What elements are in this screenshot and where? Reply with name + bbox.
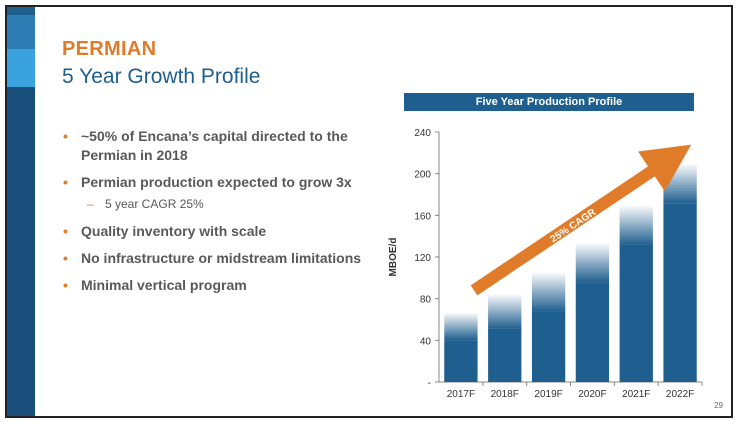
bullet-list: • ~50% of Encana’s capital directed to th…	[55, 127, 375, 303]
sub-bullet-item: –5 year CAGR 25%	[55, 196, 375, 212]
bar	[488, 293, 522, 382]
bullet-text: Quality inventory with scale	[81, 223, 267, 239]
bar-body	[531, 311, 566, 382]
bar-top-fade	[619, 204, 653, 245]
slide-subtitle: 5 Year Growth Profile	[62, 65, 261, 88]
bullet-dot-icon: •	[63, 174, 68, 190]
left-accent-segment-light	[7, 49, 35, 87]
bullet-text: ~50% of Encana’s capital directed to the…	[81, 128, 348, 163]
bar-body	[444, 340, 478, 382]
bullet-item: • Minimal vertical program	[55, 276, 375, 295]
bullet-item: • ~50% of Encana’s capital directed to th…	[55, 127, 375, 165]
bar-body	[619, 244, 653, 382]
y-tick-label: 120	[414, 253, 431, 264]
y-tick-label: 80	[420, 295, 432, 306]
bar-top-fade	[488, 293, 522, 329]
y-tick-label: 40	[420, 336, 432, 347]
x-tick-label: 2017F	[447, 389, 475, 400]
bullet-dot-icon: •	[63, 277, 68, 293]
bar-top-fade	[531, 271, 566, 312]
bar-body	[488, 328, 522, 382]
left-accent-segment-dark	[7, 87, 35, 416]
bullet-item: • Permian production expected to grow 3x	[55, 173, 375, 192]
bullet-item: • Quality inventory with scale	[55, 222, 375, 241]
bullet-text: No infrastructure or midstream limitatio…	[81, 250, 362, 266]
x-tick-label: 2018F	[491, 389, 519, 400]
bar-top-fade	[444, 312, 478, 341]
bar	[619, 204, 653, 382]
bar-body	[575, 282, 610, 382]
chart-title: Five Year Production Profile	[404, 93, 694, 111]
x-tick-label: 2021F	[622, 389, 650, 400]
left-accent-segment	[7, 15, 35, 49]
bullet-dot-icon: •	[63, 250, 68, 266]
x-tick-label: 2022F	[666, 389, 694, 400]
slide-title: PERMIAN	[62, 38, 157, 60]
page-number: 29	[714, 401, 723, 410]
y-tick-label: -	[428, 378, 431, 389]
production-bar-chart: - 40 80 120 160 200 240 MBOE/d 2017F 2018F 2019F 20…	[388, 128, 703, 400]
x-tick-label: 2019F	[534, 389, 562, 400]
x-tick-label: 2020F	[578, 389, 606, 400]
bar	[575, 242, 610, 382]
y-axis-label: MBOE/d	[388, 238, 399, 277]
bar	[663, 163, 697, 382]
bar	[444, 312, 478, 382]
bullet-dot-icon: •	[63, 223, 68, 239]
y-tick-label: 200	[414, 170, 431, 181]
cagr-annotation: 25% CAGR	[549, 207, 599, 246]
dash-icon: –	[87, 197, 94, 211]
y-tick-label: 160	[414, 211, 431, 222]
bar	[531, 271, 566, 382]
bar-top-fade	[663, 163, 697, 204]
bullet-item: • No infrastructure or midstream limitati…	[55, 249, 375, 268]
bullet-text: Minimal vertical program	[81, 277, 247, 293]
bullet-text: Permian production expected to grow 3x	[81, 174, 352, 190]
y-tick-label: 240	[414, 128, 431, 139]
bullet-dot-icon: •	[63, 128, 68, 144]
slide: PERMIAN 5 Year Growth Profile • ~50% of E…	[5, 5, 733, 418]
cagr-arrow	[470, 144, 692, 296]
bar-body	[663, 203, 697, 382]
bar-top-fade	[575, 242, 610, 283]
sub-bullet-text: 5 year CAGR 25%	[105, 197, 204, 211]
